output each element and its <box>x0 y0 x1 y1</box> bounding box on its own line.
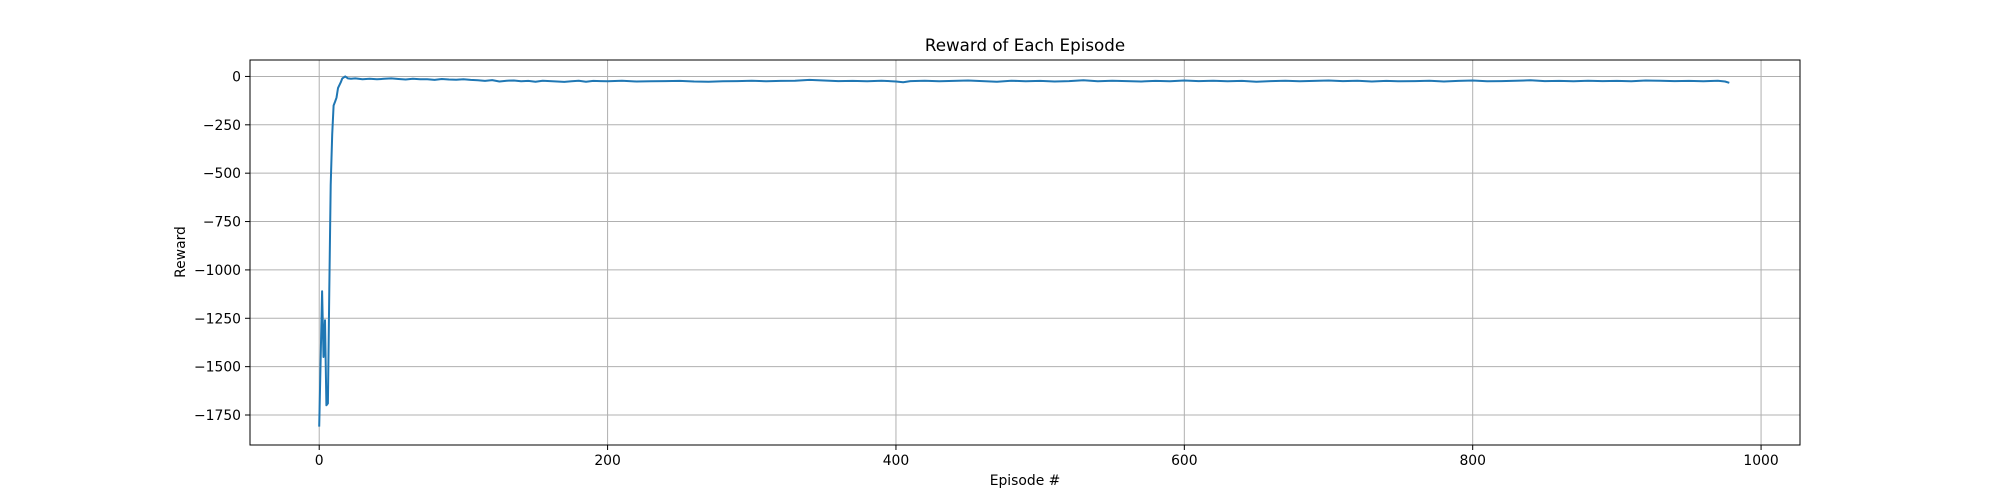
x-tick-label: 600 <box>1171 453 1198 469</box>
y-tick-label: −250 <box>203 118 241 134</box>
x-tick-label: 800 <box>1459 453 1486 469</box>
plot-area <box>250 60 1800 445</box>
plot-frame <box>249 59 1801 446</box>
y-tick-label: −1250 <box>194 311 241 327</box>
x-axis-ticks: 0 200 400 600 800 1000 <box>315 445 1779 469</box>
x-axis-title: Episode # <box>990 473 1061 489</box>
y-tick-label: −500 <box>203 166 241 182</box>
reward-series-line <box>318 75 1730 427</box>
series-layer <box>318 75 1730 427</box>
y-tick-label: 0 <box>232 69 241 85</box>
x-tick-label: 400 <box>883 453 910 469</box>
x-tick-label: 0 <box>315 453 324 469</box>
y-tick-label: −1750 <box>194 408 241 424</box>
x-tick-label: 200 <box>594 453 621 469</box>
y-tick-label: −1500 <box>194 360 241 376</box>
y-tick-label: −750 <box>203 215 241 231</box>
y-axis-title: Reward <box>173 226 189 278</box>
x-tick-label: 1000 <box>1743 453 1778 469</box>
y-tick-label: −1000 <box>194 263 241 279</box>
y-axis-ticks: 0 −250 −500 −750 −1000 −1250 −1500 −1750 <box>194 69 250 424</box>
chart-title: Reward of Each Episode <box>925 35 1125 55</box>
grid-lines <box>250 60 1800 445</box>
